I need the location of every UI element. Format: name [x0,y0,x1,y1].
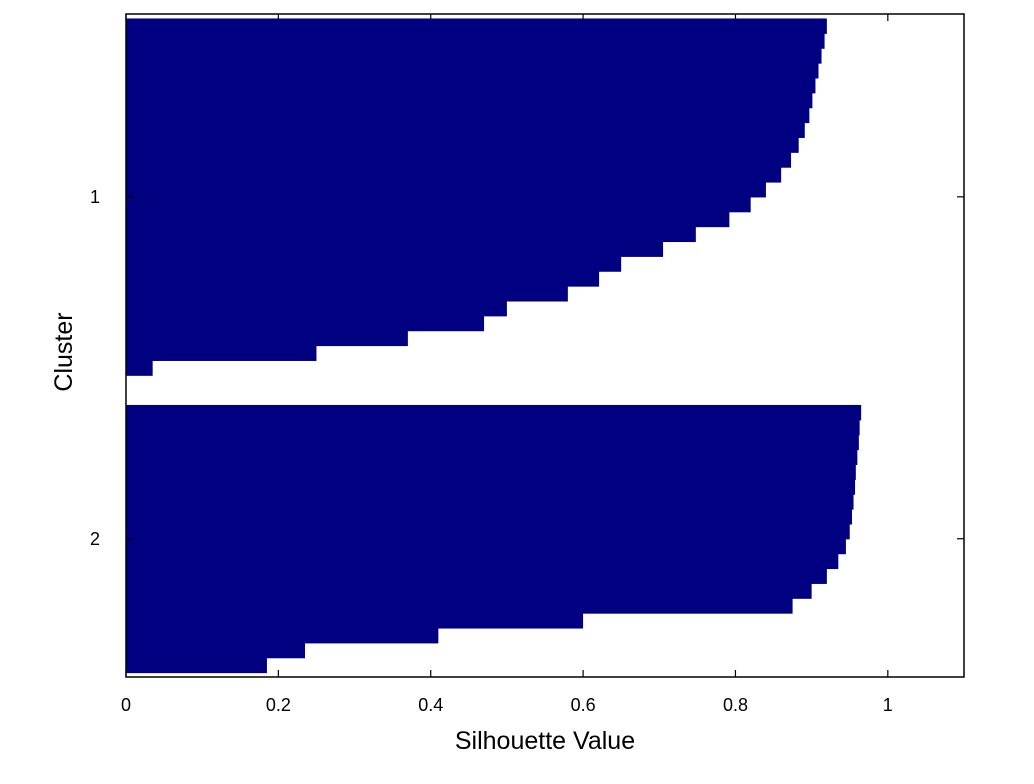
plot-area-frame [125,13,965,678]
silhouette-bar-cluster-1 [126,211,730,228]
x-tick-label: 0.8 [723,695,748,715]
y-tick-label-cluster-1: 1 [90,187,100,207]
x-tick-label: 0.6 [571,695,596,715]
silhouette-bar-cluster-2 [126,419,860,436]
silhouette-bar-cluster-1 [126,256,622,272]
x-tick-label: 1 [883,695,893,715]
silhouette-bar-cluster-1 [126,271,600,287]
silhouette-bar-cluster-1 [126,77,816,94]
silhouette-bar-cluster-2 [126,568,827,584]
y-axis-label: Cluster [50,312,78,391]
silhouette-bar-cluster-1 [126,300,507,317]
silhouette-bar-cluster-2 [126,613,584,629]
silhouette-bar-cluster-1 [126,18,827,34]
silhouette-bar-cluster-2 [126,583,812,599]
silhouette-bar-cluster-1 [126,286,568,302]
silhouette-bar-cluster-2 [126,598,793,614]
x-axis-label: Silhouette Value [455,727,635,755]
silhouette-bar-cluster-2 [126,553,839,570]
silhouette-bar-cluster-2 [126,627,439,644]
silhouette-bar-cluster-1 [126,92,813,109]
silhouette-bar-cluster-1 [126,315,485,332]
silhouette-bar-cluster-2 [126,494,854,510]
silhouette-bar-cluster-1 [126,226,696,243]
silhouette-bar-cluster-1 [126,152,792,168]
silhouette-bar-cluster-1 [126,196,751,213]
axis-ticks [125,14,964,677]
silhouette-bar-cluster-1 [126,48,822,64]
silhouette-bar-cluster-1 [126,181,766,198]
silhouette-bar-cluster-2 [126,657,267,674]
x-tick-label: 0.2 [266,695,291,715]
silhouette-bar-cluster-2 [126,538,846,555]
silhouette-bar-cluster-1 [126,360,153,376]
silhouette-bar-cluster-2 [126,479,856,495]
silhouette-bar-cluster-1 [126,241,664,257]
silhouette-bar-cluster-2 [126,509,853,525]
silhouette-bar-cluster-1 [126,63,819,79]
silhouette-bar-cluster-2 [126,449,858,466]
silhouette-bar-cluster-1 [126,107,810,124]
x-tick-label: 0 [121,695,131,715]
silhouette-bar-cluster-1 [126,122,805,138]
y-tick-label-cluster-2: 2 [90,529,100,549]
silhouette-bar-cluster-2 [126,523,850,540]
silhouette-bar-cluster-2 [126,434,859,451]
silhouette-bars [126,18,862,674]
silhouette-bar-cluster-1 [126,167,782,183]
axis-tick-labels: 0 0.2 0.4 0.6 0.8 1 1 2 [90,187,893,715]
silhouette-bar-cluster-1 [126,345,317,361]
silhouette-bar-cluster-2 [126,464,856,480]
silhouette-bar-cluster-1 [126,33,825,49]
silhouette-bar-cluster-1 [126,137,799,153]
silhouette-bar-cluster-1 [126,330,408,347]
silhouette-bar-cluster-2 [126,642,306,659]
silhouette-bar-cluster-2 [126,404,862,421]
x-tick-label: 0.4 [418,695,443,715]
